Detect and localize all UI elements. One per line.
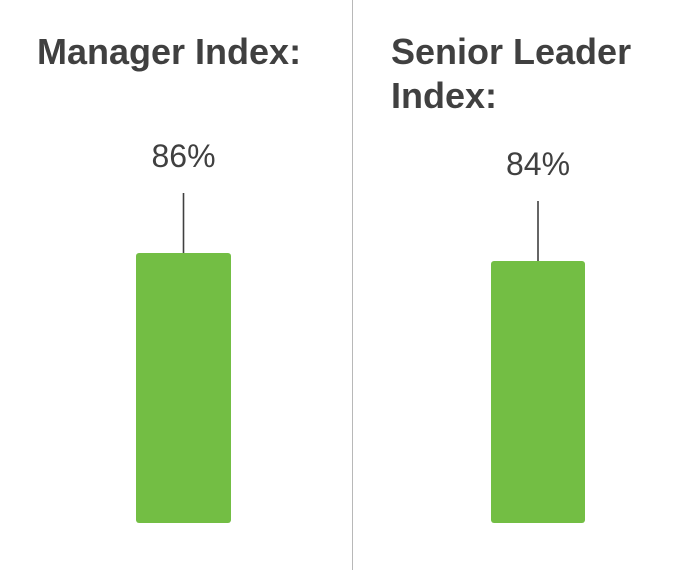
- manager-index-chart: 86%: [136, 138, 231, 524]
- senior-leader-index-bar: [491, 261, 585, 523]
- senior-leader-index-value-label: 84%: [506, 146, 570, 182]
- senior-leader-index-panel: Senior Leader Index: 84%: [353, 0, 676, 570]
- senior-leader-index-title: Senior Leader Index:: [391, 31, 632, 116]
- manager-index-bar: [136, 253, 231, 524]
- senior-leader-index-chart: 84%: [491, 146, 585, 523]
- manager-index-panel: Manager Index: 86%: [0, 0, 337, 570]
- panel-divider: [352, 0, 353, 570]
- manager-index-title: Manager Index:: [37, 31, 302, 72]
- manager-index-value-label: 86%: [151, 138, 215, 174]
